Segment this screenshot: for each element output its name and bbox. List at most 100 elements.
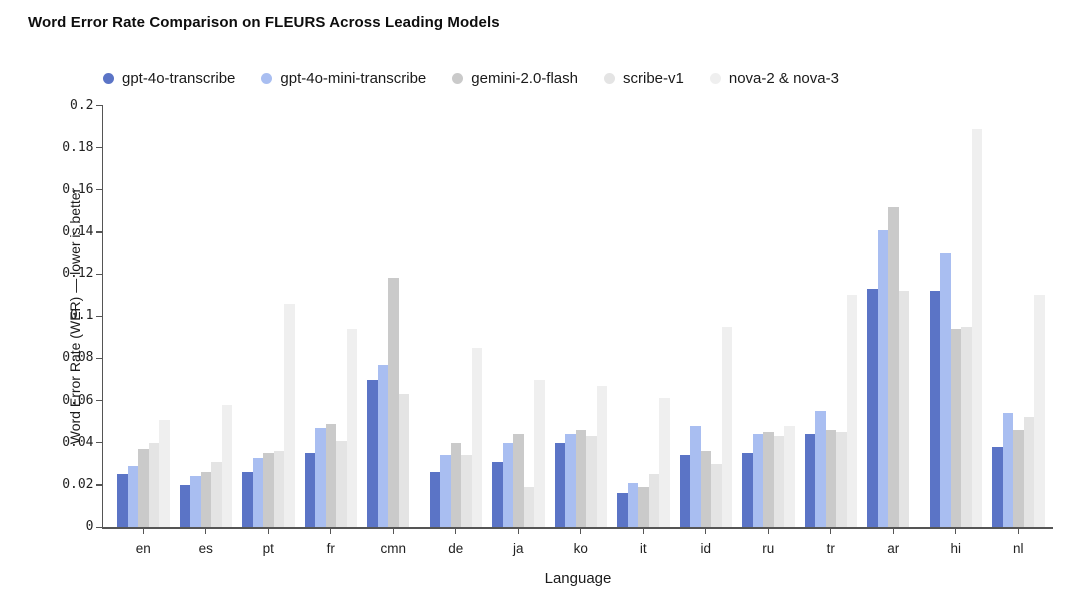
x-tick-mark (580, 528, 582, 534)
x-category-label: ja (513, 541, 524, 556)
bar-ja-scribe-v1 (523, 487, 534, 527)
bar-fr-gpt-4o-mini-transcribe (315, 427, 326, 527)
x-tick-mark (830, 528, 832, 534)
bar-nl-gemini-2.0-flash (1013, 430, 1024, 527)
bar-de-gpt-4o-mini-transcribe (440, 455, 451, 527)
y-tick-label: 0.16 (62, 181, 94, 197)
bar-hi-scribe-v1 (961, 326, 972, 527)
x-category-label: it (639, 541, 647, 556)
x-tick-mark (955, 528, 957, 534)
x-tick-mark (642, 528, 644, 534)
bar-de-scribe-v1 (461, 455, 472, 527)
x-category-label: de (448, 541, 464, 556)
legend-color-dot (261, 72, 273, 84)
bar-de-nova-2-nova-3 (471, 347, 483, 527)
x-category-label: fr (326, 541, 335, 556)
bar-de-gemini-2.0-flash (450, 442, 462, 527)
bar-id-scribe-v1 (711, 463, 722, 527)
x-tick-mark (892, 528, 894, 534)
y-tick-mark (95, 484, 102, 486)
bar-pt-nova-2-nova-3 (284, 303, 295, 527)
bar-tr-gpt-4o-transcribe (804, 434, 815, 527)
x-category-label: en (135, 541, 151, 556)
bar-fr-scribe-v1 (336, 440, 347, 527)
bar-pt-gemini-2.0-flash (263, 453, 274, 527)
bar-fr-gemini-2.0-flash (325, 423, 337, 527)
bar-ru-gemini-2.0-flash (763, 432, 774, 527)
bar-en-gpt-4o-mini-transcribe (127, 465, 139, 527)
bar-pt-gpt-4o-transcribe (242, 472, 253, 527)
legend-label: gemini-2.0-flash (471, 69, 578, 87)
bar-it-gpt-4o-transcribe (617, 493, 628, 527)
x-axis-title: Language (544, 570, 612, 587)
bar-es-gpt-4o-transcribe (179, 484, 191, 527)
y-tick-label: 0.18 (62, 139, 94, 155)
x-category-label: cmn (380, 541, 407, 556)
legend-item-nova-2-nova-3: nova-2 & nova-3 (709, 70, 839, 87)
x-tick-mark (767, 528, 769, 534)
y-tick-mark (95, 442, 102, 444)
x-category-label: es (198, 541, 213, 556)
bar-de-gpt-4o-transcribe (429, 472, 441, 527)
bar-pt-scribe-v1 (273, 451, 285, 527)
x-category-label: ko (573, 541, 588, 556)
bar-cmn-gpt-4o-mini-transcribe (377, 364, 389, 527)
bar-tr-gemini-2.0-flash (825, 430, 836, 527)
legend-label: gpt-4o-mini-transcribe (280, 69, 427, 87)
bar-es-gemini-2.0-flash (200, 472, 212, 527)
x-category-label: tr (826, 541, 835, 556)
bar-ar-gpt-4o-transcribe (867, 288, 878, 527)
legend: gpt-4o-transcribe gpt-4o-mini-transcribe g… (103, 68, 839, 88)
bar-hi-gpt-4o-transcribe (929, 291, 940, 527)
chart-title: Word Error Rate Comparison on FLEURS Acr… (28, 14, 500, 31)
bar-es-gpt-4o-mini-transcribe (190, 476, 201, 527)
legend-item-gemini-2.0-flash: gemini-2.0-flash (452, 70, 578, 87)
bar-cmn-scribe-v1 (398, 394, 410, 527)
x-category-label: ru (762, 541, 775, 556)
x-tick-mark (517, 528, 519, 534)
bar-cmn-gemini-2.0-flash (388, 278, 399, 527)
legend-color-dot (452, 72, 464, 84)
y-tick-mark (95, 357, 102, 360)
y-tick-mark (95, 315, 102, 317)
bar-ru-gpt-4o-mini-transcribe (752, 434, 763, 527)
x-tick-mark (267, 528, 269, 534)
bar-ko-gpt-4o-transcribe (554, 442, 565, 527)
bar-ko-nova-2-nova-3 (596, 385, 607, 527)
bar-tr-nova-2-nova-3 (846, 295, 857, 527)
bar-en-gpt-4o-transcribe (117, 474, 128, 527)
bar-id-gpt-4o-mini-transcribe (690, 425, 701, 527)
x-tick-mark (1017, 528, 1019, 534)
y-tick-label: 0.02 (62, 476, 94, 492)
bar-hi-gemini-2.0-flash (950, 328, 961, 527)
bar-id-gemini-2.0-flash (700, 451, 711, 527)
bar-ko-gpt-4o-mini-transcribe (565, 434, 576, 527)
y-tick-mark (95, 231, 102, 233)
x-category-label: ar (887, 541, 900, 556)
y-tick-mark (95, 189, 102, 191)
x-axis-line (101, 527, 1053, 529)
y-tick-mark (95, 105, 102, 107)
bar-ja-gpt-4o-transcribe (492, 461, 503, 527)
bar-it-gemini-2.0-flash (638, 487, 649, 527)
bar-nl-scribe-v1 (1023, 417, 1034, 527)
x-tick-mark (330, 528, 332, 534)
bar-nl-gpt-4o-transcribe (992, 446, 1003, 527)
y-tick-mark (95, 526, 102, 528)
x-tick-mark (205, 528, 207, 534)
legend-item-gpt-4o-mini-transcribe: gpt-4o-mini-transcribe (261, 70, 426, 87)
x-category-label: nl (1013, 541, 1024, 556)
bar-cmn-gpt-4o-transcribe (367, 379, 378, 527)
legend-color-dot (103, 72, 114, 84)
x-category-label: hi (950, 541, 962, 556)
legend-label: scribe-v1 (623, 69, 684, 87)
bar-es-nova-2-nova-3 (221, 404, 233, 527)
bar-fr-nova-2-nova-3 (346, 328, 358, 527)
bar-en-scribe-v1 (148, 442, 160, 527)
bar-ja-gemini-2.0-flash (513, 434, 524, 527)
x-tick-mark (142, 528, 144, 534)
legend-label: gpt-4o-transcribe (122, 69, 236, 87)
y-axis-line (101, 104, 103, 529)
